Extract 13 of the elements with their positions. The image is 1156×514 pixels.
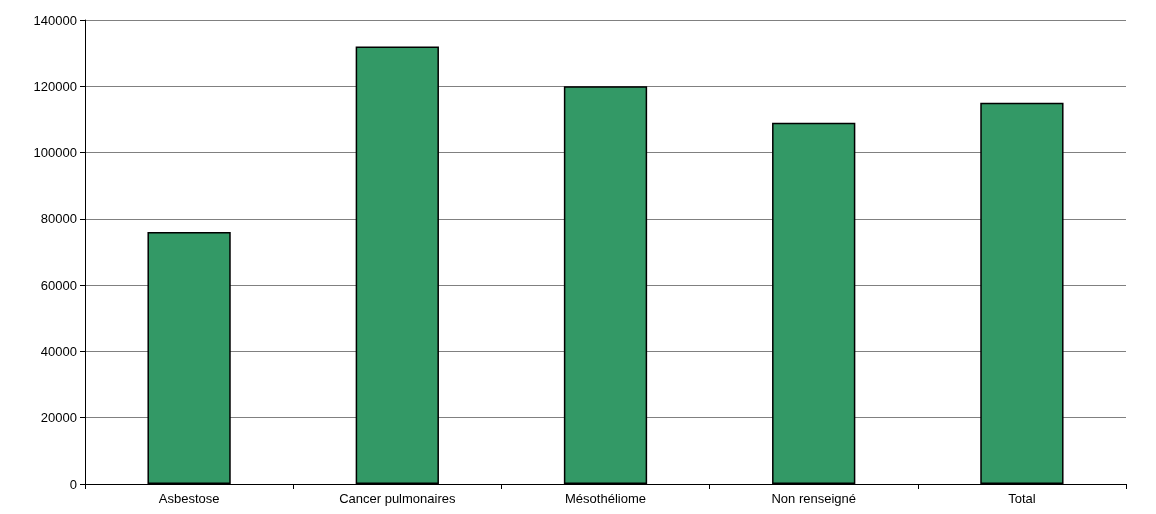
y-tick-label: 20000 — [40, 410, 77, 426]
x-tick-label: Mésothéliome — [565, 491, 646, 506]
x-tick-label: Asbestose — [158, 491, 220, 506]
y-tick-label: 120000 — [33, 78, 77, 94]
x-tick-label: Total — [1008, 491, 1036, 506]
y-tick-label: 80000 — [40, 211, 77, 227]
y-tick-label: 40000 — [40, 343, 77, 359]
y-tick-label: 0 — [69, 476, 77, 492]
y-tick-label: 60000 — [40, 277, 77, 293]
y-tick-label: 140000 — [33, 12, 77, 28]
x-tick-label: Non renseigné — [771, 491, 856, 506]
y-tick-label: 100000 — [33, 145, 77, 161]
x-tick-label: Cancer pulmonaires — [339, 491, 456, 506]
